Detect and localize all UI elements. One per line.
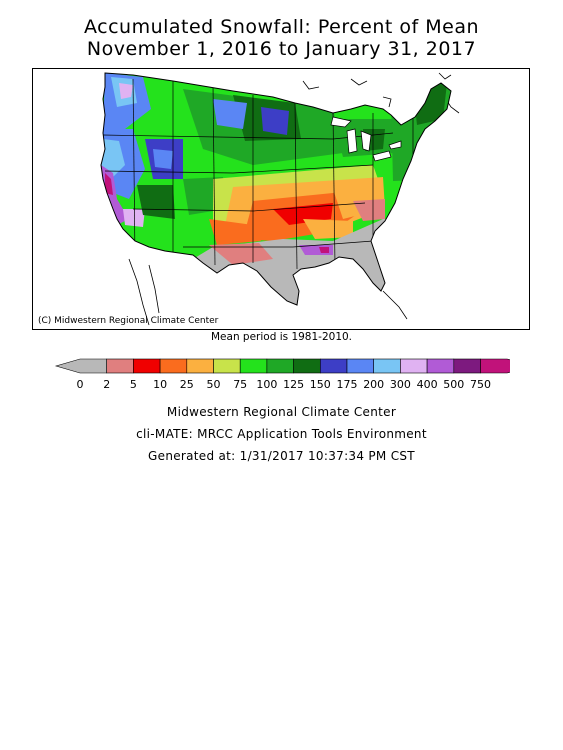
legend-swatch [266, 358, 294, 374]
legend-label: 125 [283, 378, 304, 391]
snowfall-fill [101, 73, 451, 305]
legend-swatch [480, 358, 510, 374]
mean-period-note: Mean period is 1981-2010. [210, 331, 353, 343]
legend-swatch [373, 358, 401, 374]
legend-swatch [319, 358, 348, 374]
legend-swatch [54, 358, 108, 374]
us-outline [100, 72, 452, 306]
legend-label: 500 [443, 378, 464, 391]
snowfall-map [100, 72, 460, 326]
legend-swatch [159, 358, 188, 374]
legend-swatch [186, 358, 214, 374]
legend-swatch [346, 358, 375, 374]
outside-coastlines [128, 72, 460, 326]
legend-swatch [400, 358, 428, 374]
legend-swatch [133, 358, 161, 374]
legend-swatch [453, 358, 481, 374]
legend-label: 750 [470, 378, 491, 391]
legend-label: 175 [337, 378, 358, 391]
map-frame: (C) Midwestern Regional Climate Center [32, 68, 530, 330]
map-copyright: (C) Midwestern Regional Climate Center [38, 316, 219, 326]
legend-label: 10 [153, 378, 167, 391]
legend-label: 200 [363, 378, 384, 391]
legend-swatch [213, 358, 241, 374]
legend-swatch [426, 358, 455, 374]
legend-label: 75 [233, 378, 247, 391]
footer-application: cli-MATE: MRCC Application Tools Environ… [136, 427, 427, 441]
legend-swatch [239, 358, 268, 374]
legend-label: 0 [77, 378, 84, 391]
great-lakes [330, 116, 402, 162]
legend-label: 400 [417, 378, 438, 391]
color-scale-legend: 0 2 5 10 25 50 75 100 125 150 175 200 300 400 500 750 [54, 358, 510, 391]
legend-label: 50 [207, 378, 221, 391]
map-title-line-2: November 1, 2016 to January 31, 2017 [86, 38, 477, 60]
legend-label: 5 [130, 378, 137, 391]
footer-generated-time: Generated at: 1/31/2017 10:37:34 PM CST [148, 449, 415, 463]
legend-swatch [106, 358, 134, 374]
legend-label: 100 [256, 378, 277, 391]
legend-label: 2 [103, 378, 110, 391]
map-title-line-1: Accumulated Snowfall: Percent of Mean [83, 16, 480, 38]
footer-organization: Midwestern Regional Climate Center [166, 405, 397, 419]
legend-label: 150 [310, 378, 331, 391]
legend-label: 300 [390, 378, 411, 391]
legend-swatch [293, 358, 321, 374]
legend-label: 25 [180, 378, 194, 391]
